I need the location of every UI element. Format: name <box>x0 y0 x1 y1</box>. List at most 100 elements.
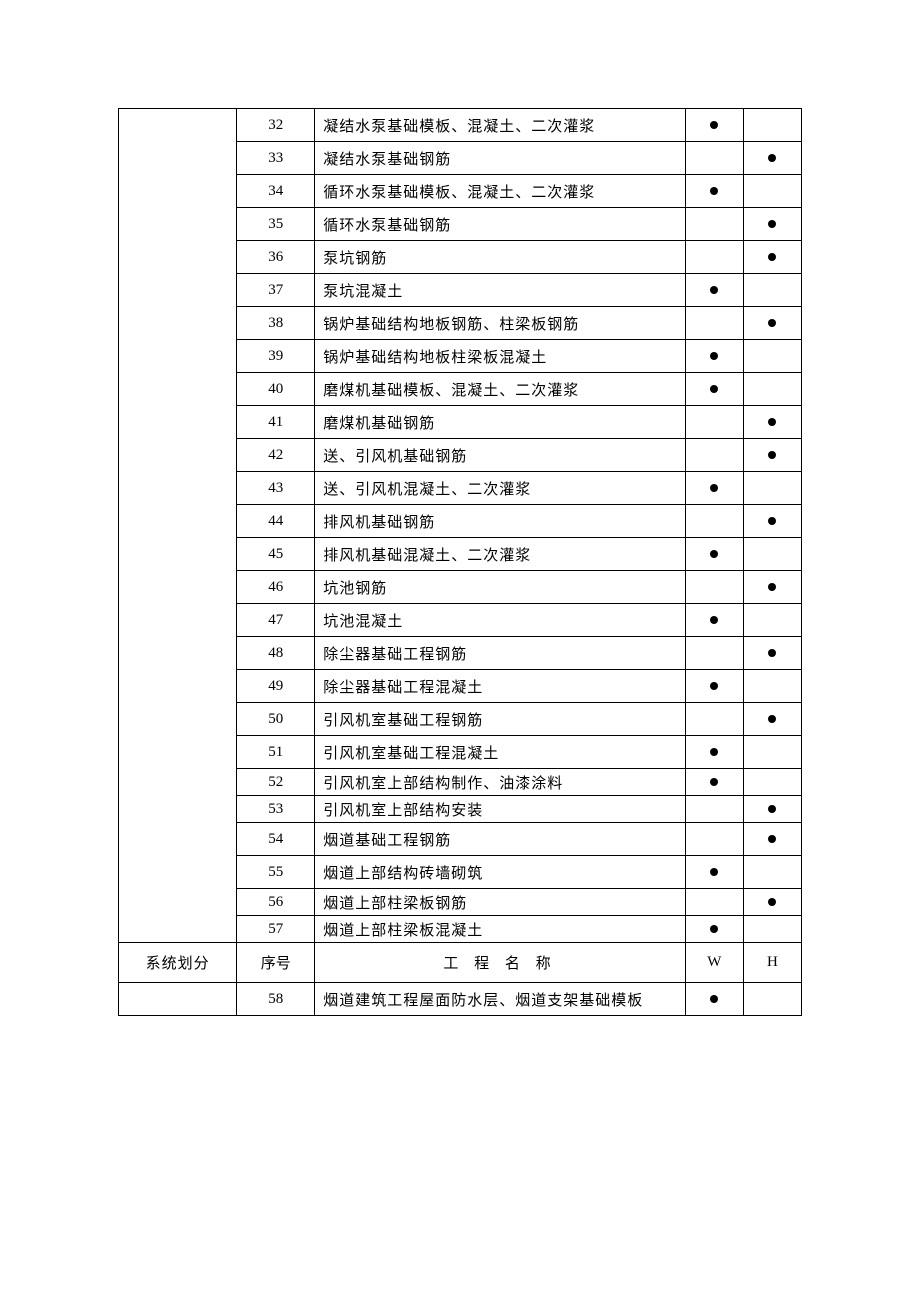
row-name: 锅炉基础结构地板钢筋、柱梁板钢筋 <box>315 307 686 340</box>
row-number: 42 <box>237 439 315 472</box>
w-cell <box>685 823 743 856</box>
w-cell <box>685 983 743 1016</box>
w-cell <box>685 406 743 439</box>
dot-marker <box>768 253 776 261</box>
h-cell <box>743 637 801 670</box>
w-cell <box>685 769 743 796</box>
h-cell <box>743 703 801 736</box>
row-number: 55 <box>237 856 315 889</box>
row-name: 坑池混凝土 <box>315 604 686 637</box>
dot-marker <box>710 121 718 129</box>
h-cell <box>743 109 801 142</box>
row-number: 44 <box>237 505 315 538</box>
dot-marker <box>768 154 776 162</box>
row-number: 32 <box>237 109 315 142</box>
row-number: 48 <box>237 637 315 670</box>
row-number: 41 <box>237 406 315 439</box>
row-number: 56 <box>237 889 315 916</box>
h-cell <box>743 340 801 373</box>
row-number: 54 <box>237 823 315 856</box>
h-cell <box>743 670 801 703</box>
row-number: 46 <box>237 571 315 604</box>
w-cell <box>685 241 743 274</box>
w-cell <box>685 307 743 340</box>
w-cell <box>685 340 743 373</box>
dot-marker <box>710 995 718 1003</box>
row-name: 锅炉基础结构地板柱梁板混凝土 <box>315 340 686 373</box>
row-number: 49 <box>237 670 315 703</box>
w-cell <box>685 736 743 769</box>
h-cell <box>743 208 801 241</box>
h-cell <box>743 796 801 823</box>
dot-marker <box>768 583 776 591</box>
header-num: 序号 <box>237 943 315 983</box>
h-cell <box>743 604 801 637</box>
dot-marker <box>768 319 776 327</box>
row-number: 33 <box>237 142 315 175</box>
section-cell <box>119 983 237 1016</box>
h-cell <box>743 439 801 472</box>
h-cell <box>743 307 801 340</box>
row-name: 凝结水泵基础模板、混凝土、二次灌浆 <box>315 109 686 142</box>
h-cell <box>743 889 801 916</box>
row-name: 烟道上部柱梁板钢筋 <box>315 889 686 916</box>
table-row: 32凝结水泵基础模板、混凝土、二次灌浆 <box>119 109 802 142</box>
h-cell <box>743 373 801 406</box>
row-name: 排风机基础混凝土、二次灌浆 <box>315 538 686 571</box>
row-number: 52 <box>237 769 315 796</box>
row-number: 37 <box>237 274 315 307</box>
table-row: 58烟道建筑工程屋面防水层、烟道支架基础模板 <box>119 983 802 1016</box>
h-cell <box>743 571 801 604</box>
row-number: 40 <box>237 373 315 406</box>
dot-marker <box>710 616 718 624</box>
dot-marker <box>710 682 718 690</box>
w-cell <box>685 505 743 538</box>
h-cell <box>743 983 801 1016</box>
row-name: 排风机基础钢筋 <box>315 505 686 538</box>
row-number: 50 <box>237 703 315 736</box>
row-name: 送、引风机混凝土、二次灌浆 <box>315 472 686 505</box>
h-cell <box>743 406 801 439</box>
dot-marker <box>710 352 718 360</box>
w-cell <box>685 796 743 823</box>
row-number: 36 <box>237 241 315 274</box>
row-name: 凝结水泵基础钢筋 <box>315 142 686 175</box>
row-name: 循环水泵基础模板、混凝土、二次灌浆 <box>315 175 686 208</box>
h-cell <box>743 175 801 208</box>
row-number: 43 <box>237 472 315 505</box>
h-cell <box>743 916 801 943</box>
header-section: 系统划分 <box>119 943 237 983</box>
engineering-table: 32凝结水泵基础模板、混凝土、二次灌浆33凝结水泵基础钢筋34循环水泵基础模板、… <box>118 108 802 1016</box>
w-cell <box>685 109 743 142</box>
dot-marker <box>768 835 776 843</box>
w-cell <box>685 274 743 307</box>
dot-marker <box>710 286 718 294</box>
dot-marker <box>710 778 718 786</box>
dot-marker <box>768 715 776 723</box>
table-header-row: 系统划分序号工 程 名 称WH <box>119 943 802 983</box>
w-cell <box>685 373 743 406</box>
h-cell <box>743 823 801 856</box>
w-cell <box>685 571 743 604</box>
h-cell <box>743 505 801 538</box>
dot-marker <box>710 550 718 558</box>
w-cell <box>685 538 743 571</box>
row-name: 磨煤机基础钢筋 <box>315 406 686 439</box>
w-cell <box>685 472 743 505</box>
dot-marker <box>768 898 776 906</box>
row-name: 除尘器基础工程混凝土 <box>315 670 686 703</box>
row-number: 58 <box>237 983 315 1016</box>
w-cell <box>685 703 743 736</box>
row-name: 引风机室上部结构制作、油漆涂料 <box>315 769 686 796</box>
row-number: 38 <box>237 307 315 340</box>
h-cell <box>743 856 801 889</box>
w-cell <box>685 916 743 943</box>
dot-marker <box>768 517 776 525</box>
h-cell <box>743 472 801 505</box>
row-name: 磨煤机基础模板、混凝土、二次灌浆 <box>315 373 686 406</box>
w-cell <box>685 670 743 703</box>
header-name: 工 程 名 称 <box>315 943 686 983</box>
dot-marker <box>768 451 776 459</box>
w-cell <box>685 889 743 916</box>
row-number: 45 <box>237 538 315 571</box>
